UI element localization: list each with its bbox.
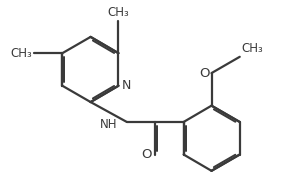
Text: CH₃: CH₃ (242, 42, 263, 55)
Text: N: N (121, 79, 131, 92)
Text: O: O (199, 67, 210, 80)
Text: O: O (141, 148, 152, 161)
Text: CH₃: CH₃ (11, 47, 32, 60)
Text: CH₃: CH₃ (108, 6, 129, 19)
Text: NH: NH (100, 118, 118, 131)
